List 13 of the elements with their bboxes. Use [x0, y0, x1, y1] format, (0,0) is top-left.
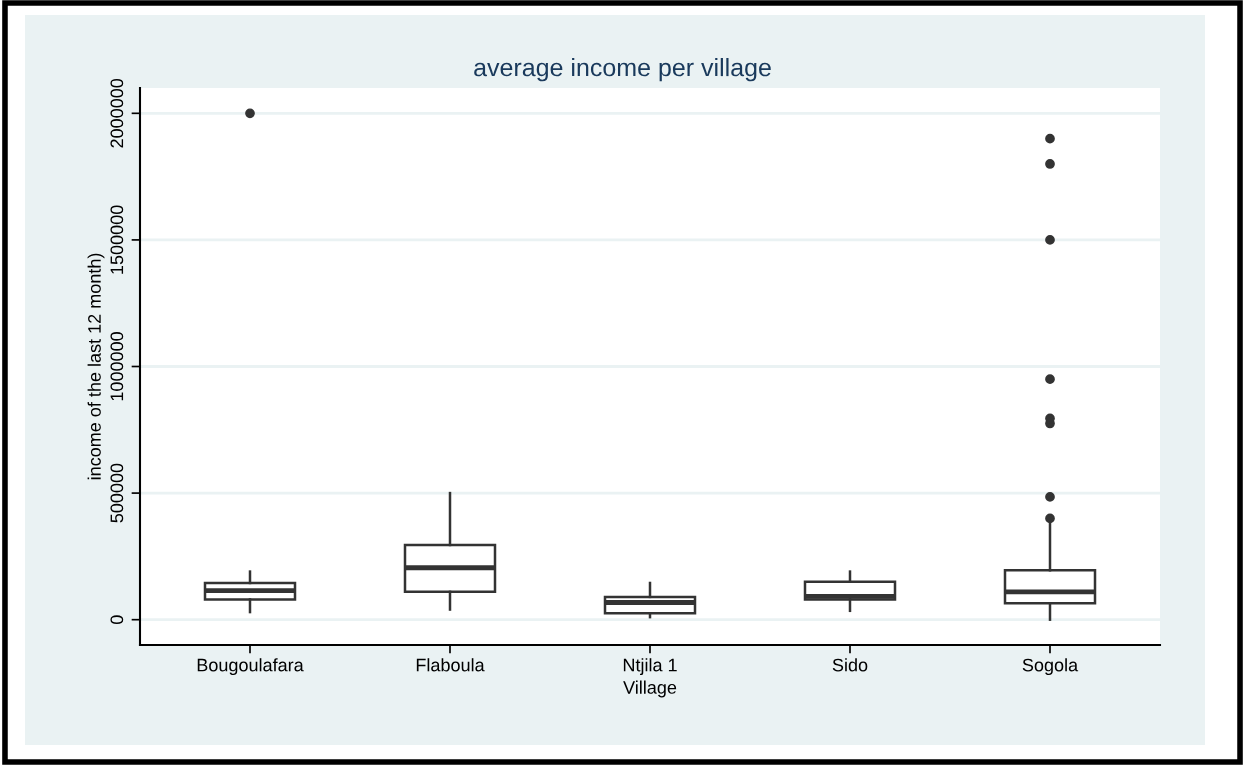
y-tick-label: 2000000: [110, 78, 124, 148]
y-tick-label: 500000: [110, 463, 124, 523]
y-tick-label: 1500000: [110, 205, 124, 274]
x-tick-label: Sogola: [1022, 658, 1079, 676]
x-tick-label: Sido: [832, 658, 868, 672]
x-tick-label: Flaboula: [416, 658, 485, 672]
x-tick-label: Bougoulafara: [197, 658, 304, 676]
x-tick-label: Ntjila 1: [623, 658, 677, 676]
y-tick-label: 0: [110, 615, 124, 624]
x-axis-title: Village: [623, 680, 677, 698]
y-axis-title: income of the last 12 month): [87, 253, 105, 480]
y-tick-label: 1000000: [110, 332, 124, 401]
chart-title: average income per village: [474, 58, 771, 82]
